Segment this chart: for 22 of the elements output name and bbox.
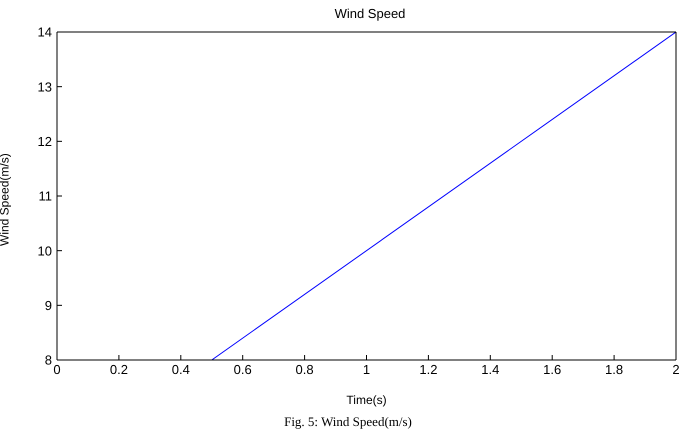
y-tick-label: 8: [44, 352, 52, 368]
x-tick-label: 1.8: [605, 362, 624, 378]
y-tick-label: 14: [38, 24, 52, 40]
y-tick-label: 13: [38, 79, 52, 94]
y-tick-label: 11: [38, 188, 52, 204]
x-tick-label: 1: [362, 362, 370, 378]
x-tick-label: 1.2: [419, 362, 438, 378]
x-tick-label: 0: [53, 362, 61, 378]
x-tick-label: 1.6: [543, 362, 562, 378]
y-tick-label: 12: [38, 134, 52, 149]
caption: Fig. 5: Wind Speed(m/s): [283, 414, 413, 430]
y-axis-title: Wind Speed(m/s): [0, 153, 12, 246]
x-tick-label: 0.6: [234, 362, 252, 378]
x-tick-label: 0.8: [296, 362, 314, 378]
x-tick-label: 2: [672, 362, 680, 378]
y-tick-label: 10: [38, 243, 52, 258]
x-axis-title: Time(s): [346, 393, 387, 407]
x-tick-label: 1.4: [481, 362, 500, 378]
chart-title: Wind Speed: [334, 6, 406, 21]
x-tick-label: 0.4: [172, 362, 190, 378]
x-tick-label: 0.2: [110, 362, 128, 378]
y-tick-label: 9: [44, 298, 52, 313]
